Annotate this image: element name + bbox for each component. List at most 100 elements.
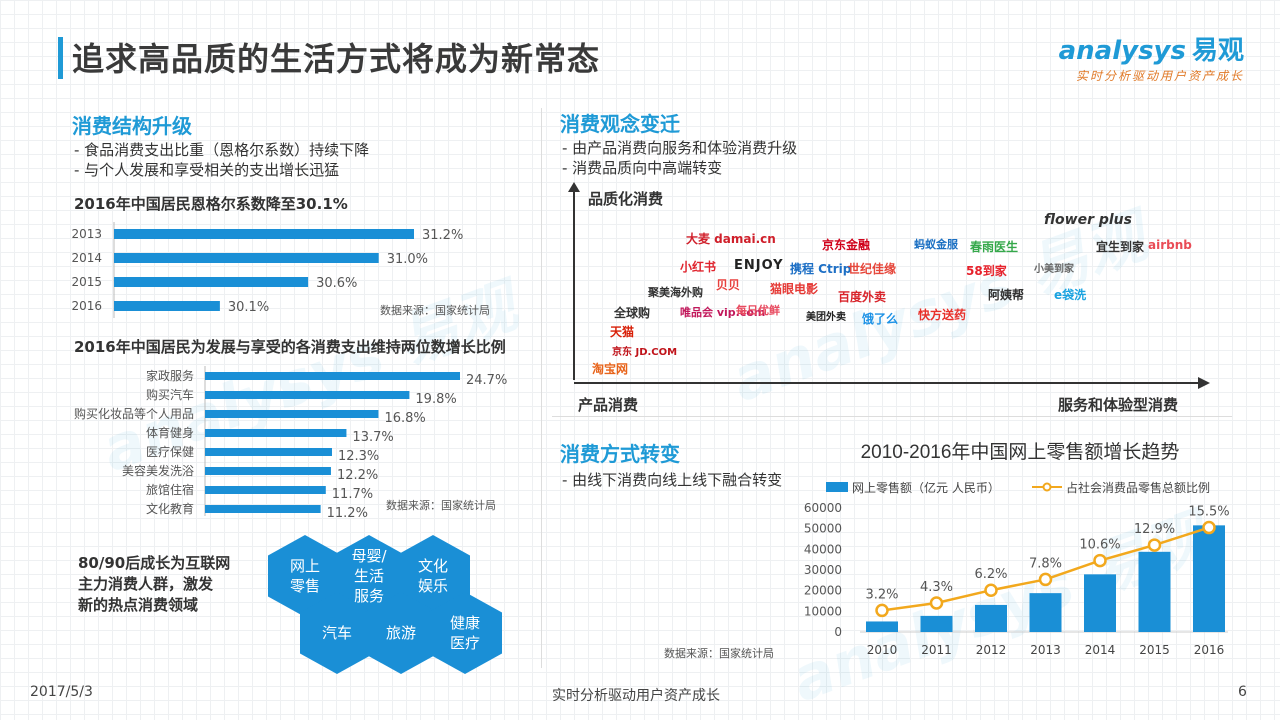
ratio-label: 4.3% (920, 580, 953, 595)
concept-bullets: - 由产品消费向服务和体验消费升级 - 消费品质向中高端转变 (562, 138, 797, 178)
brand-logo-eleme: 饿了么 (862, 312, 899, 326)
engel-year-label: 2014 (71, 251, 102, 265)
brand-logo-xiaohongshu: 小红书 (680, 260, 717, 274)
bullet: - 由线下消费向线上线下融合转变 (562, 471, 783, 489)
brand-logo-tmall: 天猫 (610, 325, 635, 339)
growth-value-label: 11.7% (332, 487, 373, 502)
bullet: - 食品消费支出比重（恩格尔系数）持续下降 (74, 141, 370, 159)
ratio-point (1147, 538, 1162, 552)
legend-line-marker (1042, 482, 1052, 492)
axis-label-product: 产品消费 (578, 396, 639, 414)
ratio-label: 15.5% (1188, 505, 1229, 520)
engel-chart-title: 2016年中国居民恩格尔系数降至30.1% (74, 195, 348, 213)
brand-logo-enjoy: ENJOY (734, 258, 784, 273)
retail-bar (1084, 574, 1116, 632)
brand-logo-taobao: 淘宝网 (592, 362, 629, 376)
brand-logo-ayibang: 阿姨帮 (988, 288, 1025, 302)
page-title: 追求高品质的生活方式将成为新常态 (72, 40, 601, 78)
brand-logo-damai: 大麦 damai.cn (686, 232, 776, 246)
ratio-point (1093, 553, 1107, 568)
x-tick-label: 2012 (976, 643, 1007, 657)
retail-bar (866, 621, 898, 632)
growth-category-label: 美容美发洗浴 (122, 463, 194, 478)
retail-bar (1138, 551, 1171, 632)
retail-bar (1029, 593, 1062, 632)
growth-source: 数据来源：国家统计局 (386, 499, 496, 512)
engel-value-label: 30.6% (316, 276, 357, 291)
brand-logo-xiaomei: 小美到家 (1034, 264, 1074, 275)
growth-category-label: 医疗保健 (146, 445, 194, 459)
section-title-concept: 消费观念变迁 (560, 112, 680, 136)
x-arrow-head (1198, 377, 1210, 389)
ratio-point (929, 596, 944, 610)
hex-label: 母婴/ 生活 服务 (351, 547, 387, 605)
brand-logo-baidu-waimai: 百度外卖 (838, 290, 887, 304)
growth-bar (205, 429, 347, 437)
growth-value-label: 12.3% (338, 449, 379, 464)
growth-category-label: 购买化妆品等个人用品 (74, 406, 194, 421)
brand-logo-jd-finance: 京东金融 (822, 238, 871, 252)
growth-chart: 家政服务 24.7% 购买汽车 19.8% 购买化妆品等个人用品 16.8% 体育健身 13.… (74, 366, 507, 519)
brand-logo-flowerplus: flower plus (1044, 212, 1132, 228)
section-title-structure: 消费结构升级 (72, 114, 192, 138)
logo-tagline: 实时分析驱动用户资产成长 (1075, 69, 1244, 83)
brand-logo-jumei: 聚美海外购 (648, 286, 703, 299)
brand-logo-edaixi: e袋洗 (1054, 288, 1087, 302)
axis-label-service: 服务和体验型消费 (1058, 396, 1179, 414)
bullet: - 消费品质向中高端转变 (562, 159, 723, 177)
growth-category-label: 购买汽车 (146, 387, 194, 402)
x-tick-label: 2016 (1194, 643, 1225, 657)
engel-bar (114, 301, 220, 311)
x-tick-label: 2013 (1030, 643, 1061, 657)
hex-label: 汽车 (321, 624, 352, 642)
growth-value-label: 12.2% (337, 468, 378, 483)
retail-bar (975, 604, 1007, 632)
retail-source: 数据来源：国家统计局 (664, 647, 774, 660)
footer-tagline: 实时分析驱动用户资产成长 (552, 688, 720, 704)
section-title-method: 消费方式转变 (560, 442, 680, 466)
legend-bar-label: 网上零售额（亿元 人民币） (852, 480, 1000, 495)
growth-bar (205, 505, 321, 513)
legend-line-label: 占社会消费品零售总额比例 (1066, 480, 1210, 495)
retail-bar (1193, 525, 1225, 632)
brand-logo-vip: 唯品会 vip.com (680, 306, 766, 319)
growth-value-label: 11.2% (327, 506, 368, 519)
engel-year-label: 2016 (71, 299, 102, 313)
brand-logo-ant-financial: 蚂蚁金服 (914, 238, 958, 251)
hex-health: 健康 医疗 (428, 592, 502, 674)
section-divider (552, 416, 1232, 417)
axis-label-quality: 品质化消费 (588, 190, 664, 208)
brand-logo-global: 全球购 (614, 306, 651, 320)
quality-axes (568, 182, 1210, 389)
footer-date: 2017/5/3 (30, 684, 93, 700)
retail-bar (920, 615, 953, 632)
engel-value-label: 31.2% (422, 228, 463, 243)
ratio-point (984, 583, 998, 597)
brand-logo-chunyu: 春雨医生 (970, 240, 1019, 254)
growth-category-label: 旅馆住宿 (146, 482, 194, 497)
ratio-label: 7.8% (1029, 556, 1062, 571)
growth-value-label: 24.7% (466, 373, 507, 388)
logo-chinese: 易观 (1191, 36, 1244, 66)
y-tick-label: 40000 (804, 542, 842, 556)
brand-logo-58daojia: 58到家 (966, 264, 1007, 278)
structure-bullets: - 食品消费支出比重（恩格尔系数）持续下降 - 与个人发展和享受相关的支出增长迅… (74, 140, 369, 180)
method-bullets: - 由线下消费向线上线下融合转变 (562, 470, 782, 490)
engel-value-label: 31.0% (387, 252, 428, 267)
bullet: - 由产品消费向服务和体验消费升级 (562, 139, 798, 157)
hex-travel: 旅游 (364, 592, 438, 674)
brand-logo-kuaifang: 快方送药 (918, 308, 967, 322)
x-tick-label: 2015 (1139, 643, 1170, 657)
y-tick-label: 10000 (804, 604, 842, 618)
y-tick-label: 20000 (804, 584, 842, 598)
growth-bar (205, 467, 331, 475)
ratio-label: 3.2% (865, 587, 898, 602)
growth-chart-title: 2016年中国居民为发展与享受的各消费支出维持两位数增长比例 (74, 338, 506, 356)
retail-chart-title: 2010-2016年中国网上零售额增长趋势 (861, 441, 1180, 463)
x-tick-label: 2014 (1085, 643, 1116, 657)
brand-logo-beibei: 贝贝 (716, 278, 741, 292)
bullet: - 与个人发展和享受相关的支出增长迅猛 (74, 161, 340, 179)
y-tick-label: 0 (834, 625, 842, 639)
page-number: 6 (1238, 684, 1247, 700)
engel-year-label: 2013 (71, 227, 102, 241)
